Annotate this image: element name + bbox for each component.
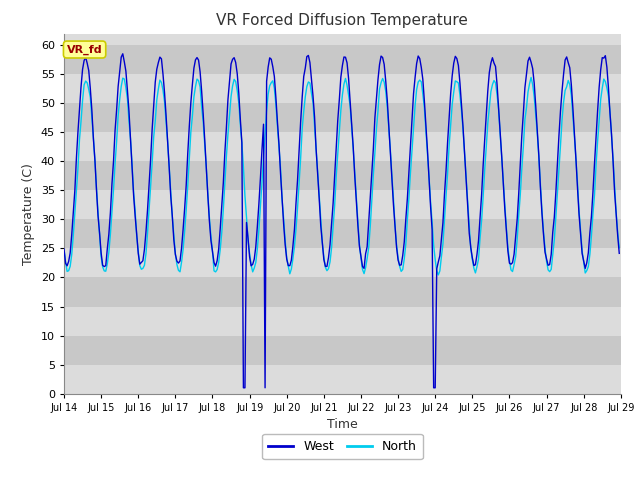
- North: [60, 246, 68, 252]
- West: [227, 61, 235, 67]
- Line: West: West: [64, 54, 620, 388]
- North: [435, 272, 442, 278]
- West: [247, 263, 255, 269]
- West: [257, 175, 264, 181]
- West: [239, 385, 247, 391]
- North: [128, 161, 136, 167]
- West: [119, 51, 127, 57]
- Bar: [64, 191, 621, 219]
- North: [253, 246, 261, 252]
- Bar: [64, 249, 621, 277]
- Text: VR_fd: VR_fd: [67, 44, 102, 55]
- Bar: [64, 161, 621, 191]
- Bar: [64, 336, 621, 365]
- North: [616, 245, 623, 251]
- Bar: [64, 219, 621, 249]
- West: [306, 60, 314, 65]
- West: [616, 251, 623, 256]
- Bar: [64, 74, 621, 103]
- West: [130, 192, 138, 198]
- Legend: West, North: West, North: [262, 434, 422, 459]
- North: [226, 112, 234, 118]
- Title: VR Forced Diffusion Temperature: VR Forced Diffusion Temperature: [216, 13, 468, 28]
- West: [588, 214, 595, 219]
- Y-axis label: Temperature (C): Temperature (C): [22, 163, 35, 264]
- Bar: [64, 132, 621, 161]
- North: [303, 84, 310, 90]
- Line: North: North: [64, 77, 620, 275]
- West: [60, 246, 68, 252]
- Bar: [64, 277, 621, 307]
- North: [244, 238, 252, 243]
- Bar: [64, 307, 621, 336]
- X-axis label: Time: Time: [327, 418, 358, 431]
- Bar: [64, 103, 621, 132]
- Bar: [64, 365, 621, 394]
- North: [588, 233, 595, 239]
- North: [527, 74, 535, 80]
- Bar: [64, 45, 621, 74]
